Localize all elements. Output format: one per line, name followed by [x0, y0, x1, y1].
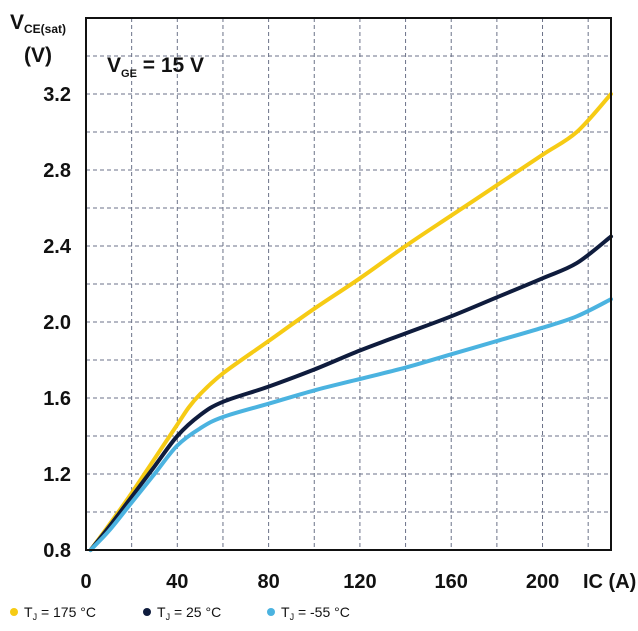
legend-label: TJ = 175 °C	[24, 604, 96, 622]
svg-text:VCE(sat): VCE(sat)	[10, 11, 66, 36]
annotation-main: V	[107, 54, 121, 77]
series-line-3	[88, 297, 613, 552]
annotation-rest: = 15 V	[137, 54, 204, 77]
y-tick-label: 1.2	[43, 464, 71, 486]
series-lines	[88, 92, 613, 552]
y-axis-label-sub: CE(sat)	[24, 22, 66, 36]
y-tick-label: 2.4	[43, 236, 72, 258]
y-axis-unit: (V)	[24, 44, 52, 67]
legend-item-3: TJ = -55 °C	[267, 604, 350, 622]
svg-text:VGE = 15 V: VGE = 15 V	[107, 54, 204, 80]
x-tick-label: 80	[257, 571, 279, 593]
legend-marker	[143, 608, 151, 616]
series-line-1	[88, 92, 613, 552]
x-tick-label: 160	[435, 571, 468, 593]
y-tick-label: 0.8	[43, 540, 71, 562]
x-tick-label: 200	[526, 571, 559, 593]
y-axis-label: VCE(sat) (V)	[10, 11, 66, 67]
x-tick-label: 40	[166, 571, 188, 593]
y-tick-labels: 0.8 1.2 1.6 2.0 2.4 2.8 3.2	[43, 84, 72, 562]
y-tick-label: 2.8	[43, 160, 71, 182]
y-tick-label: 3.2	[43, 84, 71, 106]
legend-label: TJ = 25 °C	[157, 604, 221, 622]
legend-item-1: TJ = 175 °C	[10, 604, 96, 622]
plot-frame	[85, 17, 612, 551]
y-tick-label: 2.0	[43, 312, 71, 334]
annotation-sub: GE	[121, 68, 137, 80]
legend-item-2: TJ = 25 °C	[143, 604, 221, 622]
series-line-2	[88, 234, 613, 552]
legend-marker	[267, 608, 275, 616]
annotation-vge: VGE = 15 V	[107, 54, 204, 80]
x-tick-label: 0	[80, 571, 91, 593]
x-tick-labels: 0 40 80 120 160 200	[80, 571, 559, 593]
legend-label: TJ = -55 °C	[281, 604, 350, 622]
x-tick-label: 120	[343, 571, 376, 593]
y-axis-label-main: V	[10, 11, 24, 34]
legend: TJ = 175 °C TJ = 25 °C TJ = -55 °C	[10, 604, 350, 622]
legend-marker	[10, 608, 18, 616]
x-axis-label: IC (A)	[583, 571, 636, 593]
y-tick-label: 1.6	[43, 388, 71, 410]
